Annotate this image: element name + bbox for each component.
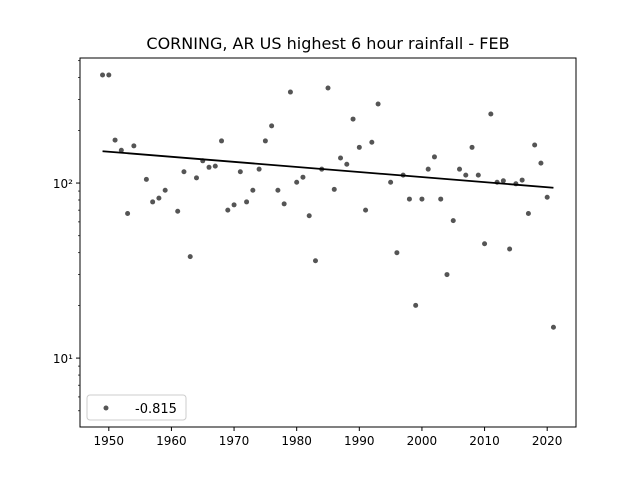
data-point xyxy=(262,138,268,144)
data-point xyxy=(544,194,550,200)
data-point xyxy=(225,207,231,213)
data-point xyxy=(438,196,444,202)
x-tick-label: 2020 xyxy=(532,434,563,448)
data-point xyxy=(538,160,544,166)
data-point xyxy=(482,241,488,247)
data-point xyxy=(344,161,350,167)
data-point xyxy=(269,123,275,129)
data-point xyxy=(244,199,250,205)
data-point xyxy=(463,172,469,178)
data-point xyxy=(425,166,431,172)
data-point xyxy=(256,166,262,172)
data-point xyxy=(250,187,256,193)
data-point xyxy=(475,172,481,178)
data-point xyxy=(193,175,199,181)
data-point xyxy=(306,213,312,219)
data-point xyxy=(431,154,437,160)
data-point xyxy=(143,176,149,182)
data-point xyxy=(469,144,475,150)
data-point xyxy=(394,250,400,256)
x-tick-label: 2010 xyxy=(469,434,500,448)
data-point xyxy=(525,210,531,216)
data-point xyxy=(532,142,538,148)
data-point xyxy=(312,258,318,264)
data-point xyxy=(488,111,494,117)
data-point xyxy=(444,272,450,278)
data-point xyxy=(550,324,556,330)
data-point xyxy=(118,147,124,153)
x-tick-label: 2000 xyxy=(407,434,438,448)
x-tick-label: 1990 xyxy=(344,434,375,448)
data-point xyxy=(125,210,131,216)
data-point xyxy=(206,164,212,170)
data-point xyxy=(181,169,187,175)
y-tick-label: 10¹ xyxy=(53,352,73,366)
chart-title: CORNING, AR US highest 6 hour rainfall -… xyxy=(146,34,509,53)
data-point xyxy=(100,72,106,78)
data-point xyxy=(112,137,118,143)
data-point xyxy=(287,89,293,95)
data-point xyxy=(237,169,243,175)
x-tick-label: 1950 xyxy=(94,434,125,448)
data-point xyxy=(325,85,331,91)
x-tick-label: 1980 xyxy=(281,434,312,448)
legend-marker xyxy=(103,405,109,411)
data-point xyxy=(356,144,362,150)
legend: -0.815 xyxy=(86,394,187,421)
data-point xyxy=(500,178,506,184)
data-point xyxy=(519,177,525,183)
data-point xyxy=(294,179,300,185)
axes-frame xyxy=(79,57,577,428)
data-point xyxy=(231,202,237,208)
x-tick-label: 1970 xyxy=(219,434,250,448)
data-point xyxy=(331,186,337,192)
data-point xyxy=(369,139,375,145)
data-point xyxy=(212,163,218,169)
data-point xyxy=(187,254,193,260)
data-point xyxy=(156,195,162,201)
data-point xyxy=(275,187,281,193)
data-point xyxy=(419,196,425,202)
data-point xyxy=(300,174,306,180)
data-point xyxy=(457,166,463,172)
data-point xyxy=(413,302,419,308)
data-point xyxy=(363,207,369,213)
plot-area: 1950 1960 1970 1980 1990 2000 2010 2020 10¹ 10² xyxy=(53,57,577,448)
y-tick-label: 10² xyxy=(53,177,73,191)
data-point xyxy=(450,218,456,224)
data-point xyxy=(350,116,356,122)
data-point xyxy=(406,196,412,202)
data-point xyxy=(106,72,112,78)
data-point xyxy=(175,208,181,214)
legend-box xyxy=(86,394,187,421)
data-point xyxy=(338,155,344,161)
data-point xyxy=(150,199,156,205)
x-tick-label: 1960 xyxy=(156,434,187,448)
data-point xyxy=(375,101,381,107)
data-point xyxy=(388,179,394,185)
data-point xyxy=(219,138,225,144)
data-point xyxy=(162,187,168,193)
data-point xyxy=(507,246,513,252)
legend-label: -0.815 xyxy=(135,402,177,417)
data-point xyxy=(281,201,287,207)
data-point xyxy=(131,143,137,149)
trend-line xyxy=(102,150,554,189)
